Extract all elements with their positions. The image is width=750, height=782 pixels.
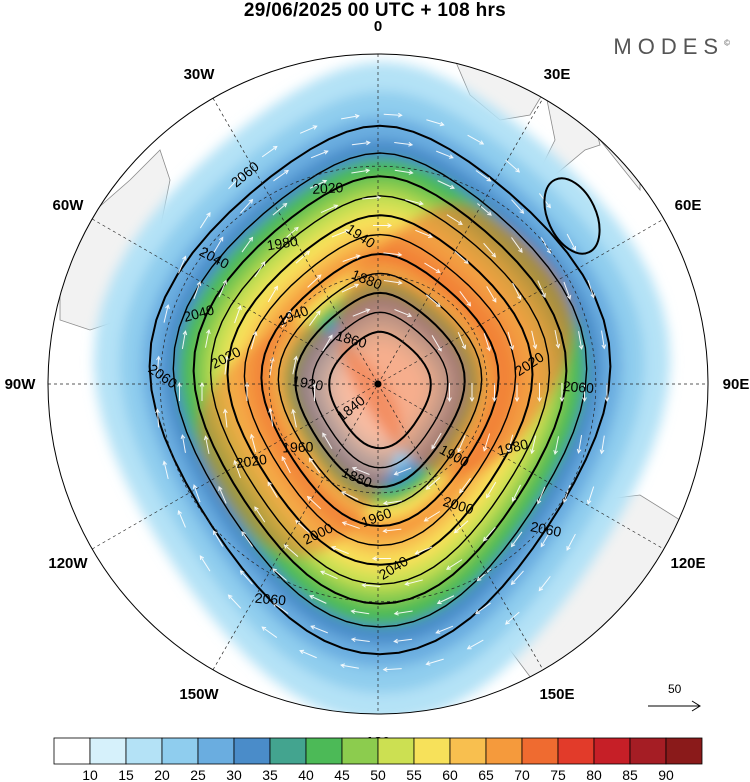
colorbar-tick: 10	[82, 767, 98, 782]
colorbar-tick: 55	[406, 767, 422, 782]
colorbar-tick: 70	[514, 767, 530, 782]
lon-label: 0	[374, 18, 382, 35]
colorbar-tick: 75	[550, 767, 566, 782]
colorbar-tick: 20	[154, 767, 170, 782]
lon-label: 30W	[184, 66, 216, 83]
lon-label: 150W	[179, 686, 219, 703]
contour-label: 1980	[266, 233, 299, 254]
lon-label: 30E	[544, 66, 571, 83]
map-title: 29/06/2025 00 UTC + 108 hrs	[243, 0, 507, 21]
colorbar-swatch	[125, 737, 163, 765]
colorbar-swatch	[665, 737, 703, 765]
colorbar-swatch	[269, 737, 307, 765]
colorbar-tick: 15	[118, 767, 134, 782]
contour-label: 1980	[496, 436, 530, 459]
contour-label: 2060	[254, 590, 287, 609]
colorbar-tick: 40	[298, 767, 314, 782]
lon-label: 120E	[671, 555, 706, 572]
logo-text: MODES	[613, 34, 725, 59]
lon-label: 90E	[723, 376, 750, 393]
contour-label: 1920	[291, 372, 325, 393]
map-border	[47, 53, 709, 715]
wind-vectors	[155, 112, 610, 672]
colorbar-tick: 65	[478, 767, 494, 782]
colorbar: 10 15 20 25 30 35 40 45 50 55 60 65 70 75 80 85 90	[53, 737, 703, 782]
pole-dot-icon	[374, 380, 382, 388]
lon-label: 150E	[539, 686, 574, 703]
logo-mark: ©	[724, 38, 730, 48]
modes-logo: MODES©	[613, 34, 730, 60]
reference-arrow-icon	[648, 700, 701, 712]
lon-label: 120W	[48, 555, 88, 572]
colorbar-tick: 90	[658, 767, 674, 782]
colorbar-swatch	[233, 737, 271, 765]
lon-label: 90W	[5, 376, 37, 393]
colorbar-tick: 50	[370, 767, 386, 782]
contour-label: 2020	[235, 451, 268, 471]
colorbar-swatch	[53, 737, 91, 765]
colorbar-tick: 85	[622, 767, 638, 782]
colorbar-swatch	[341, 737, 379, 765]
colorbar-swatch	[593, 737, 631, 765]
colorbar-swatch	[377, 737, 415, 765]
contour-label: 2020	[312, 179, 344, 197]
colorbar-tick: 30	[226, 767, 242, 782]
contour-label: 2040	[182, 301, 216, 325]
colorbar-tick: 25	[190, 767, 206, 782]
contour-label: 2060	[529, 518, 563, 540]
map-disk	[48, 54, 708, 714]
contour-label: 1960	[282, 438, 314, 455]
colorbar-tick: 45	[334, 767, 350, 782]
colorbar-tick: 80	[586, 767, 602, 782]
colorbar-swatch	[485, 737, 523, 765]
colorbar-swatch	[305, 737, 343, 765]
reference-vector-label: 50	[668, 682, 682, 696]
colorbar-swatch	[449, 737, 487, 765]
closed-contour-indian-ocean	[543, 177, 601, 255]
colorbar-swatch	[521, 737, 559, 765]
colorbar-swatch	[413, 737, 451, 765]
lon-label: 60W	[53, 197, 85, 214]
colorbar-swatch	[629, 737, 667, 765]
colorbar-swatch	[197, 737, 235, 765]
colorbar-swatch	[89, 737, 127, 765]
contour-label: 2060	[562, 378, 594, 396]
colorbar-tick: 35	[262, 767, 278, 782]
colorbar-tick: 60	[442, 767, 458, 782]
colorbar-swatch	[557, 737, 595, 765]
lon-label: 60E	[675, 197, 702, 214]
longitude-labels: 030E60E90E120E150E180150W120W90W60W30W	[5, 18, 750, 751]
colorbar-swatch	[161, 737, 199, 765]
